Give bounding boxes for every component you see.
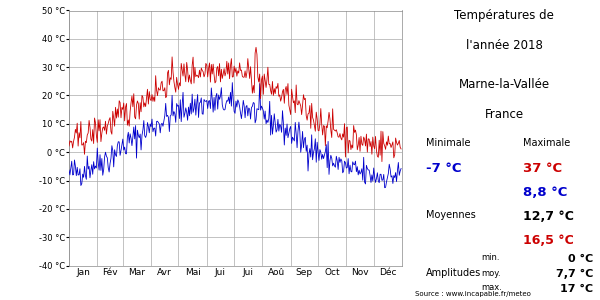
Text: -7 °C: -7 °C <box>426 162 461 175</box>
Text: Minimale: Minimale <box>426 138 470 148</box>
Text: 8,8 °C: 8,8 °C <box>523 186 567 199</box>
Text: France: France <box>484 108 524 121</box>
Text: moy.: moy. <box>482 268 502 278</box>
Text: 0 °C: 0 °C <box>568 254 593 263</box>
Text: min.: min. <box>482 254 500 262</box>
Text: l'année 2018: l'année 2018 <box>466 39 542 52</box>
Text: 17 °C: 17 °C <box>560 284 593 293</box>
Text: Maximale: Maximale <box>523 138 570 148</box>
Text: max.: max. <box>482 284 503 292</box>
Text: 37 °C: 37 °C <box>523 162 562 175</box>
Text: Températures de: Températures de <box>454 9 554 22</box>
Text: Moyennes: Moyennes <box>426 210 476 220</box>
Text: 16,5 °C: 16,5 °C <box>523 234 574 247</box>
Text: Amplitudes: Amplitudes <box>426 268 481 278</box>
Text: 7,7 °C: 7,7 °C <box>556 268 593 279</box>
Text: 12,7 °C: 12,7 °C <box>523 210 574 223</box>
Text: Marne-la-Vallée: Marne-la-Vallée <box>458 78 550 91</box>
Text: Source : www.incapable.fr/meteo: Source : www.incapable.fr/meteo <box>415 291 530 297</box>
